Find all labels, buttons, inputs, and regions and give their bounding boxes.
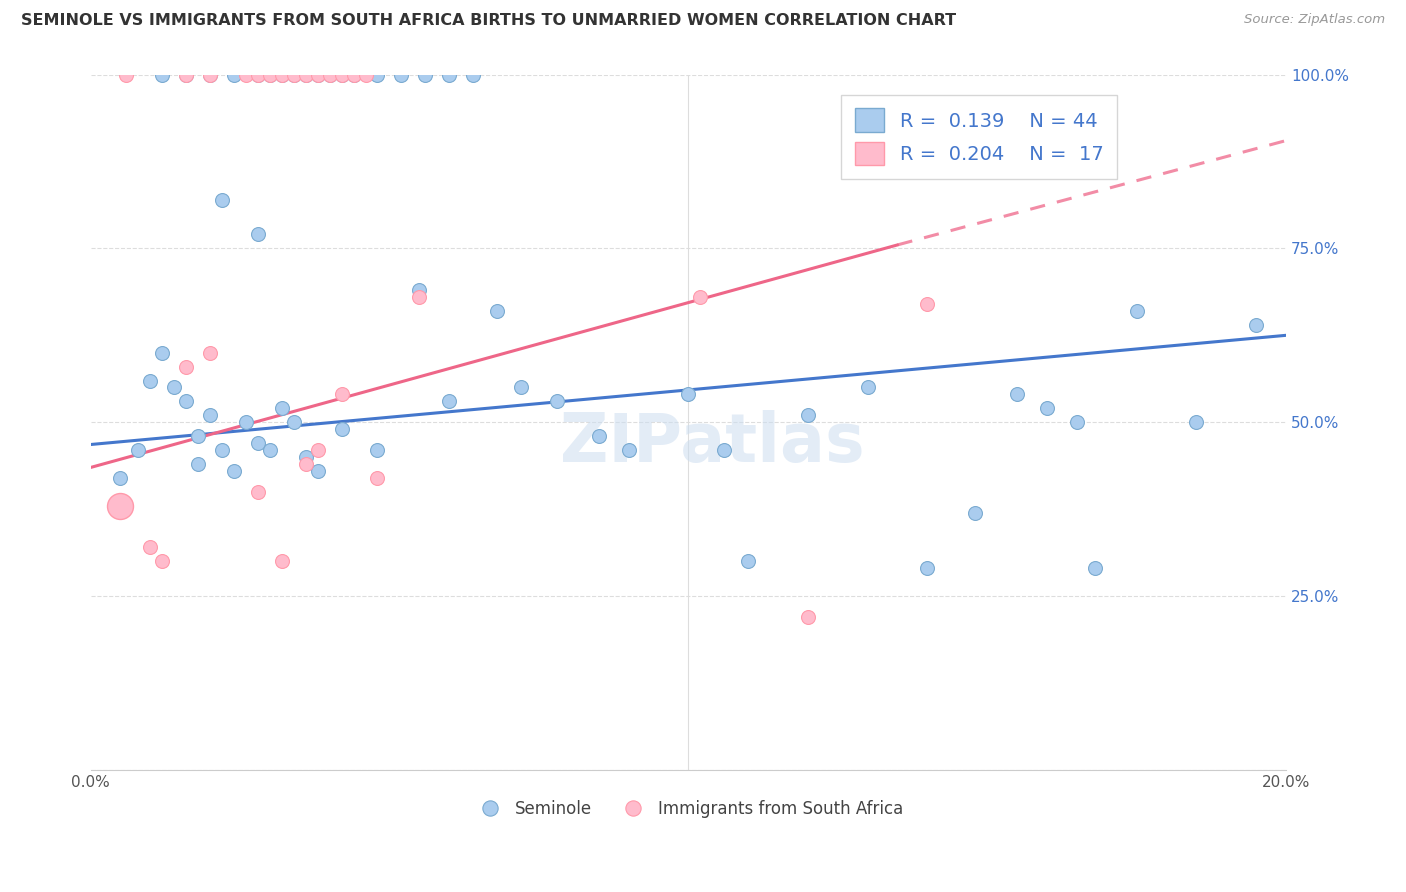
Point (294, 450, 316, 464)
Point (510, 380, 533, 394)
Point (797, 610, 820, 624)
Text: SEMINOLE VS IMMIGRANTS FROM SOUTH AFRICA BIRTHS TO UNMARRIED WOMEN CORRELATION C: SEMINOLE VS IMMIGRANTS FROM SOUTH AFRICA… (21, 13, 956, 29)
Point (246, 436, 269, 450)
Point (174, 359, 197, 374)
Point (463, 68, 485, 82)
Point (342, 68, 364, 82)
Point (294, 457, 316, 471)
Point (389, 68, 412, 82)
Point (330, 68, 353, 82)
Point (366, 443, 388, 458)
Point (198, 68, 221, 82)
Point (139, 541, 162, 555)
Point (408, 290, 430, 304)
Point (330, 68, 353, 82)
Point (439, 68, 461, 82)
Point (246, 484, 269, 499)
Point (917, 561, 939, 575)
Point (294, 68, 316, 82)
Point (246, 68, 269, 82)
Point (1066, 415, 1088, 429)
Point (187, 429, 209, 443)
Point (439, 394, 461, 409)
Point (318, 68, 340, 82)
Point (150, 554, 173, 568)
Point (222, 68, 245, 82)
Point (1005, 387, 1028, 401)
Point (294, 68, 316, 82)
Point (1185, 415, 1208, 429)
Point (366, 68, 388, 82)
Point (689, 290, 711, 304)
Point (259, 443, 281, 458)
Point (486, 304, 509, 318)
Point (307, 443, 329, 458)
Point (270, 68, 292, 82)
Point (270, 401, 292, 416)
Point (139, 374, 162, 388)
Point (354, 68, 377, 82)
Point (737, 554, 759, 568)
Point (174, 394, 197, 409)
Point (110, 499, 132, 513)
Point (259, 68, 281, 82)
Point (110, 471, 132, 485)
Point (797, 409, 820, 423)
Point (1244, 318, 1267, 332)
Point (283, 68, 305, 82)
Point (270, 554, 292, 568)
Point (965, 506, 987, 520)
Legend: Seminole, Immigrants from South Africa: Seminole, Immigrants from South Africa (467, 793, 910, 824)
Point (235, 68, 257, 82)
Point (198, 345, 221, 359)
Point (307, 68, 329, 82)
Point (198, 68, 221, 82)
Point (174, 68, 197, 82)
Point (342, 68, 364, 82)
Point (1036, 401, 1059, 416)
Point (713, 443, 735, 458)
Point (856, 380, 879, 394)
Point (307, 68, 329, 82)
Point (127, 443, 149, 458)
Point (1125, 304, 1147, 318)
Point (150, 345, 173, 359)
Point (307, 464, 329, 478)
Point (115, 68, 138, 82)
Point (413, 68, 436, 82)
Point (283, 415, 305, 429)
Point (330, 422, 353, 436)
Point (198, 409, 221, 423)
Point (246, 68, 269, 82)
Point (211, 443, 233, 458)
Point (366, 471, 388, 485)
Point (1084, 561, 1107, 575)
Point (270, 68, 292, 82)
Point (318, 68, 340, 82)
Point (678, 387, 700, 401)
Point (187, 457, 209, 471)
Point (408, 283, 430, 297)
Point (546, 394, 568, 409)
Point (246, 227, 269, 242)
Point (235, 415, 257, 429)
Point (283, 68, 305, 82)
Point (222, 464, 245, 478)
Point (588, 429, 610, 443)
Text: ZIPatlas: ZIPatlas (560, 410, 865, 476)
Point (330, 387, 353, 401)
Point (617, 443, 640, 458)
Point (163, 380, 186, 394)
Point (259, 68, 281, 82)
Point (150, 68, 173, 82)
Point (174, 68, 197, 82)
Point (917, 297, 939, 311)
Point (211, 193, 233, 207)
Text: Source: ZipAtlas.com: Source: ZipAtlas.com (1244, 13, 1385, 27)
